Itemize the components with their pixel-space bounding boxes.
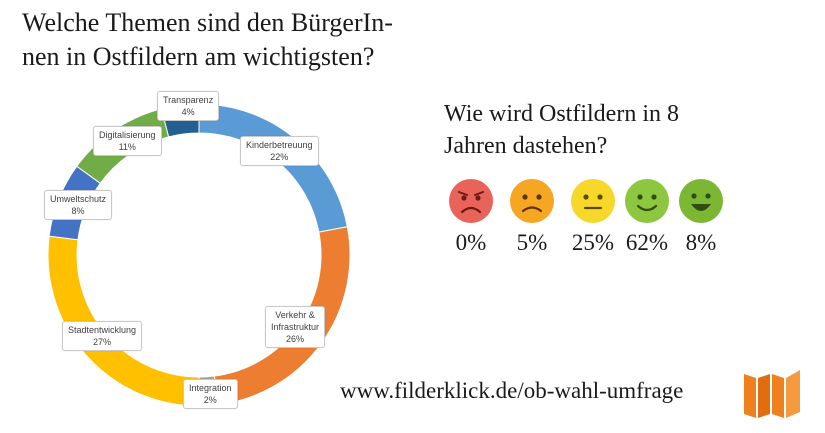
slice-label-name: Infrastruktur [271, 322, 320, 332]
survey-url-link[interactable]: www.filderklick.de/ob-wahl-umfrage [340, 378, 684, 403]
survey-question-line-2: Jahren dastehen? [444, 133, 608, 159]
chart-title-line-1: Welche Themen sind den BürgerIn- [22, 8, 393, 37]
angry-face-icon [449, 179, 493, 223]
donut-slice-kinderbetreuung [198, 103, 348, 233]
chart-title: Welche Themen sind den BürgerIn- nen in … [22, 6, 422, 74]
slice-label-name: Integration [189, 383, 232, 393]
rating-percent-sad: 5% [516, 230, 548, 255]
slice-label-kinderbetreuung: Kinderbetreuung 22% [240, 136, 319, 166]
rating-percent-angry: 0% [455, 230, 487, 255]
slice-label-umweltschutz: Umweltschutz 8% [44, 190, 113, 220]
happy-face-icon [625, 179, 669, 223]
slice-label-value: 4% [181, 107, 195, 117]
rating-percent-very-happy: 8% [685, 230, 717, 255]
slice-label-stadtentwicklung: Stadtentwicklung 27% [62, 321, 143, 351]
slice-label-integration: Integration 2% [183, 379, 238, 409]
sad-face-icon [510, 179, 554, 223]
slice-label-name: Stadtentwicklung [68, 325, 137, 335]
slice-label-value: 11% [118, 142, 136, 152]
rating-percent-happy: 62% [625, 230, 669, 255]
survey-question-line-1: Wie wird Ostfildern in 8 [444, 101, 679, 127]
slice-label-verkehr-infrastruktur: Verkehr & Infrastruktur 26% [265, 306, 326, 348]
neutral-face-icon [571, 179, 615, 223]
slice-label-value: 26% [286, 334, 305, 344]
slice-label-transparenz: Transparenz 4% [157, 91, 220, 121]
slice-label-digitalisierung: Digitalisierung 11% [93, 126, 162, 156]
slice-label-value: 27% [93, 337, 112, 347]
slice-label-value: 22% [270, 152, 289, 162]
slice-label-value: 8% [71, 206, 85, 216]
slice-label-name: Verkehr & [275, 310, 315, 320]
slice-label-name: Umweltschutz [50, 194, 107, 204]
slice-label-name: Digitalisierung [99, 130, 156, 140]
survey-question: Wie wird Ostfildern in 8 Jahren dastehen… [444, 98, 744, 162]
filderklick-logo-icon [744, 370, 800, 418]
chart-title-line-2: nen in Ostfildern am wichtigsten? [22, 42, 375, 71]
slice-label-name: Kinderbetreuung [246, 140, 313, 150]
slice-label-name: Transparenz [163, 95, 214, 105]
slice-label-value: 2% [203, 395, 217, 405]
grinning-face-icon [679, 179, 723, 223]
rating-percent-neutral: 25% [571, 230, 615, 255]
